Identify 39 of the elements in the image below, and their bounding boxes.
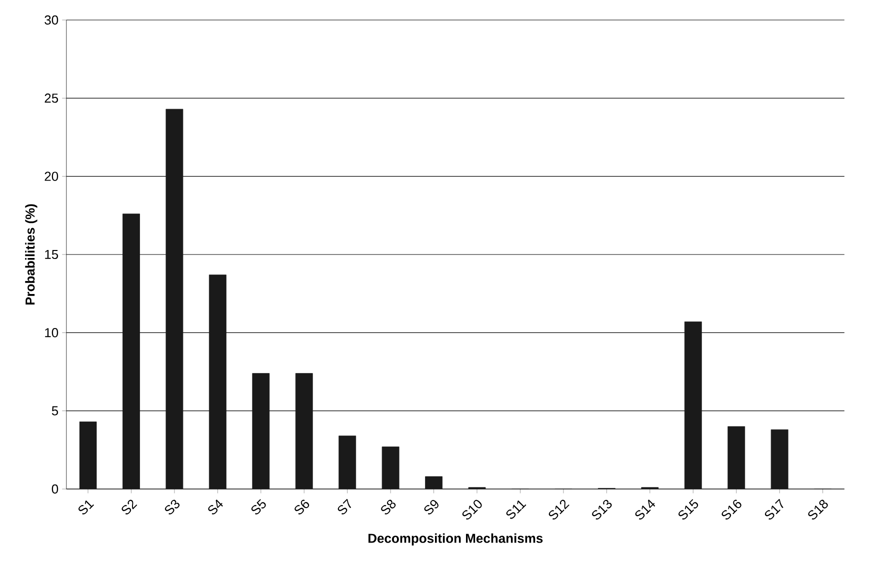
bar <box>770 429 788 489</box>
bar <box>728 426 746 489</box>
bar <box>252 373 270 489</box>
bar <box>208 274 226 489</box>
x-tick-label: S6 <box>294 500 310 514</box>
y-tick-label: 25 <box>44 94 58 103</box>
x-tick-label: S9 <box>424 500 438 514</box>
x-tick-label: S14 <box>635 500 656 520</box>
x-tick-label: S8 <box>381 500 396 514</box>
x-axis-title: Decomposition Mechanisms <box>368 533 543 546</box>
x-tick-label: S16 <box>722 500 742 520</box>
x-tick-label: S3 <box>164 500 180 514</box>
bar <box>166 108 184 489</box>
y-tick-label: 10 <box>45 328 58 338</box>
x-tick-label: S1 <box>78 500 94 514</box>
bar <box>79 422 97 489</box>
y-tick-label: 15 <box>45 250 58 260</box>
bar <box>338 436 356 489</box>
x-tick-label: S7 <box>338 498 352 514</box>
x-tick-label: S17 <box>764 498 784 520</box>
bar <box>295 373 313 489</box>
x-tick-label: S4 <box>208 500 223 514</box>
x-tick-label: S11 <box>506 500 526 519</box>
x-tick-label: S5 <box>251 499 266 514</box>
x-tick-label: S13 <box>592 500 612 520</box>
y-tick-label: 20 <box>44 172 58 181</box>
x-tick-label: S10 <box>462 500 482 520</box>
x-tick-label: S12 <box>548 500 570 520</box>
bar <box>122 214 140 489</box>
y-tick-label: 30 <box>44 15 58 25</box>
x-tick-label: S15 <box>678 499 698 520</box>
x-tick-label: S2 <box>122 500 138 514</box>
y-axis-title: Probabilities (%) <box>25 204 38 305</box>
y-tick-label: 0 <box>52 484 58 494</box>
y-tick-label: 5 <box>52 406 58 416</box>
x-tick-label: S18 <box>808 500 828 520</box>
bar <box>425 476 442 489</box>
bar <box>382 446 400 489</box>
bar <box>684 322 702 489</box>
